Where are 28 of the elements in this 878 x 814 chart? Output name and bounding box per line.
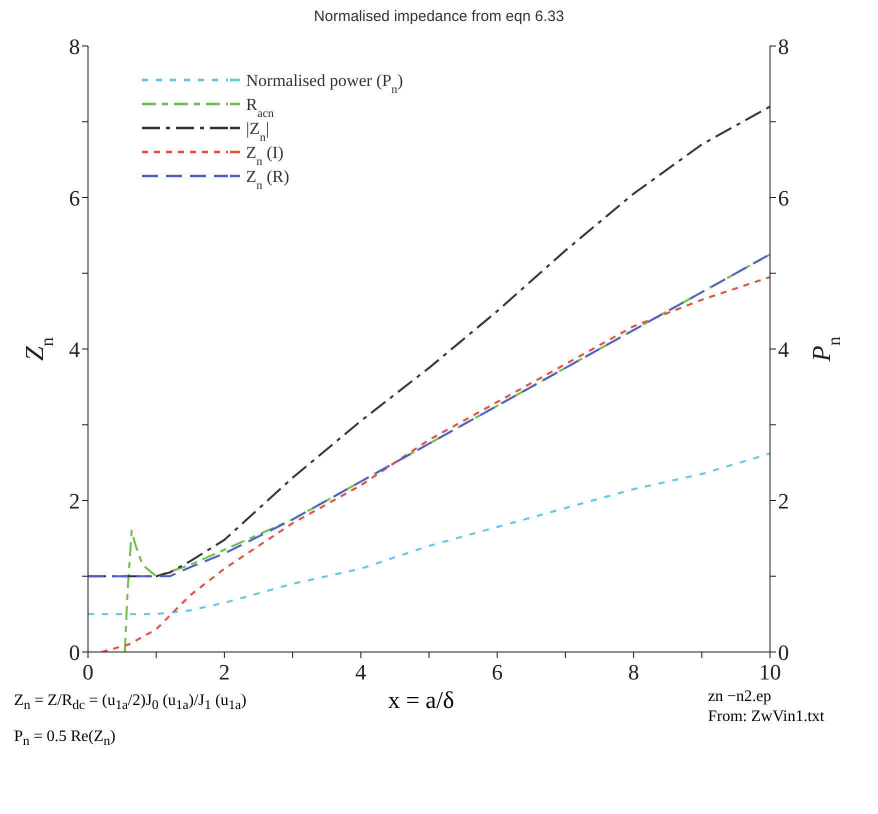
- x-tick-label: 10: [759, 660, 781, 685]
- y-tick-label: 4: [69, 336, 80, 362]
- x-tick-label: 2: [218, 660, 230, 685]
- chart-title: Normalised impedance from eqn 6.33: [312, 8, 566, 27]
- text: From: ZwVin1.txt: [708, 708, 824, 726]
- legend-label: Normalised power (P$_{n}$): [246, 71, 404, 96]
- y-tick-label: 8: [69, 34, 80, 59]
- x-tick-label: 6: [492, 660, 503, 685]
- line-series: [88, 452, 770, 616]
- legend-label: Z$_{n}$ (R): [246, 167, 290, 192]
- y2-tick-label: 2: [778, 488, 789, 514]
- y-tick-label: 6: [69, 185, 80, 210]
- x-tick-label: 4: [355, 660, 366, 685]
- y2-tick-label: 4: [778, 336, 789, 362]
- line-series: [88, 253, 770, 578]
- x-axis-title: x = a/δ: [388, 688, 454, 715]
- y-tick-label: 2: [69, 488, 80, 514]
- text: Z$_{n}$ = Z/R$_{dc}$ = (u$_{1a}$/2)J$_{0}$ (u$_{1a}$)/J$_{1}$ (u$_{1a}$): [14, 692, 246, 712]
- y2-tick-label: 6: [778, 185, 789, 210]
- text: zn −n2.ep: [708, 688, 772, 706]
- x-tick-label: 8: [628, 660, 640, 685]
- y2-tick-label: 0: [778, 640, 789, 665]
- legend-label: R$_{acn}$: [246, 95, 274, 120]
- legend-label: Z$_{n}$ (I): [246, 143, 284, 168]
- legend-label: |Z$_{n}$|: [246, 119, 270, 144]
- y2-tick-label: 8: [778, 34, 789, 59]
- text: P$_{n}$ = 0.5 Re(Z$_{n}$): [14, 728, 116, 750]
- y-tick-label: 0: [69, 640, 80, 665]
